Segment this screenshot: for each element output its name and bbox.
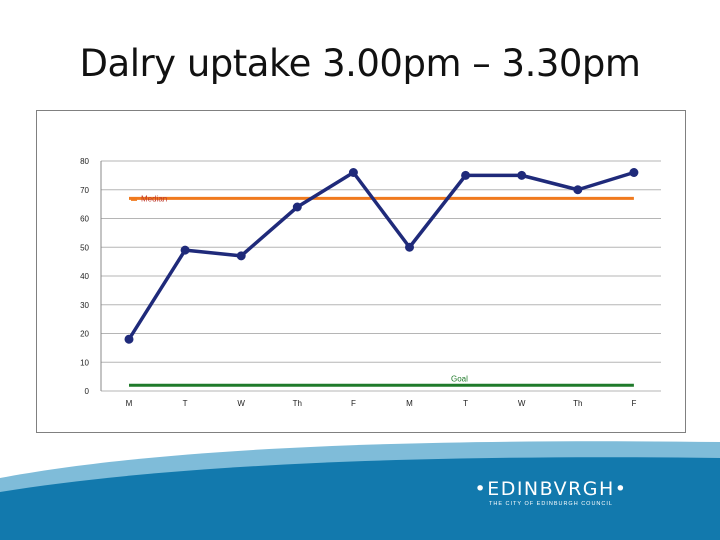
data-point bbox=[573, 185, 583, 195]
logo-subtitle: THE CITY OF EDINBURGH COUNCIL bbox=[489, 501, 613, 507]
logo-wordmark: •EDINBVRGH• bbox=[474, 478, 628, 500]
data-point bbox=[348, 168, 358, 177]
x-tick-label: W bbox=[518, 399, 526, 408]
x-tick-label: F bbox=[631, 399, 636, 408]
slide-title: Dalry uptake 3.00pm – 3.30pm bbox=[79, 42, 641, 85]
y-tick-label: 50 bbox=[80, 243, 89, 252]
y-tick-label: 40 bbox=[80, 272, 89, 281]
median-label: Median bbox=[141, 194, 167, 203]
edinburgh-logo: •EDINBVRGH• THE CITY OF EDINBURGH COUNCI… bbox=[466, 478, 636, 514]
data-point bbox=[405, 242, 414, 252]
x-tick-label: M bbox=[406, 399, 413, 408]
y-tick-label: 30 bbox=[80, 301, 89, 310]
x-tick-label: Th bbox=[293, 399, 302, 408]
x-tick-label: F bbox=[351, 399, 356, 408]
data-point bbox=[292, 202, 302, 212]
data-point bbox=[180, 245, 190, 255]
data-point bbox=[629, 168, 639, 177]
series-line bbox=[127, 170, 635, 341]
y-tick-label: 60 bbox=[80, 215, 89, 224]
line-chart: 0 10 20 30 40 50 60 70 80 M T W Th F M T W Th F Median Goal bbox=[80, 157, 661, 408]
chart-area: 0 10 20 30 40 50 60 70 80 M T W Th F M T W Th F Median Goal bbox=[36, 110, 686, 433]
data-point bbox=[236, 251, 246, 261]
wave-dark-band bbox=[0, 457, 720, 540]
x-tick-label: W bbox=[237, 399, 245, 408]
y-tick-label: 0 bbox=[85, 387, 90, 396]
y-tick-label: 20 bbox=[80, 330, 89, 339]
goal-label: Goal bbox=[451, 374, 468, 383]
x-tick-label: T bbox=[463, 399, 468, 408]
data-point bbox=[517, 170, 527, 180]
x-tick-label: Th bbox=[573, 399, 582, 408]
x-tick-label: T bbox=[183, 399, 188, 408]
data-point bbox=[461, 170, 471, 180]
y-tick-label: 80 bbox=[80, 157, 89, 166]
y-tick-label: 70 bbox=[80, 186, 89, 195]
y-tick-label: 10 bbox=[80, 358, 89, 367]
data-point bbox=[124, 334, 134, 344]
x-tick-label: M bbox=[126, 399, 133, 408]
